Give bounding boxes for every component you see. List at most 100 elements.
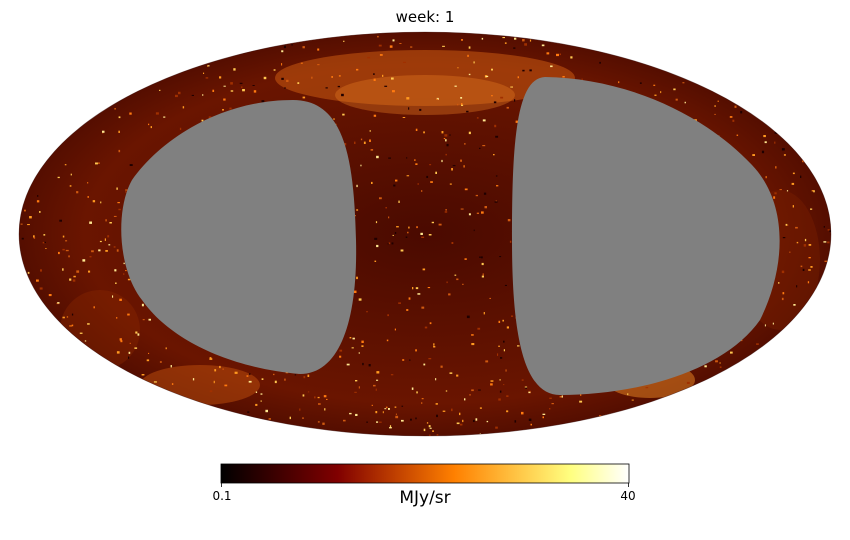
point-source (515, 120, 519, 123)
point-source (791, 182, 795, 185)
point-source (761, 150, 765, 154)
point-source (234, 371, 238, 374)
point-source (478, 389, 481, 391)
point-source (116, 317, 118, 319)
point-source (464, 188, 468, 191)
point-source (808, 244, 812, 246)
point-source (45, 248, 47, 249)
colorbar-min-label: 0.1 (212, 489, 231, 503)
point-source (800, 265, 803, 268)
point-source (40, 269, 42, 272)
point-source (388, 408, 390, 410)
point-source (785, 223, 788, 226)
point-source (239, 82, 243, 84)
point-source (44, 241, 46, 243)
point-source (506, 395, 509, 397)
point-source (59, 219, 62, 222)
point-source (27, 224, 30, 226)
point-source (242, 89, 245, 92)
point-source (148, 123, 150, 126)
point-source (475, 194, 478, 197)
point-source (389, 427, 392, 429)
point-source (581, 78, 583, 81)
point-source (389, 425, 392, 428)
point-source (494, 201, 498, 203)
point-source (729, 116, 733, 118)
point-source (62, 316, 65, 319)
point-source (752, 154, 755, 156)
point-source (299, 408, 301, 411)
point-source (247, 411, 250, 413)
point-source (792, 205, 794, 208)
point-source (485, 360, 489, 363)
point-source (495, 200, 497, 202)
point-source (118, 149, 121, 153)
point-source (530, 423, 532, 426)
point-source (395, 415, 399, 419)
point-source (444, 211, 448, 213)
point-source (528, 391, 531, 394)
point-source (503, 340, 505, 343)
point-source (87, 182, 89, 184)
point-source (417, 293, 421, 295)
point-source (451, 408, 453, 412)
point-source (740, 111, 743, 114)
point-source (415, 287, 419, 290)
glow-band (140, 365, 260, 405)
point-source (353, 290, 357, 293)
point-source (42, 241, 45, 244)
point-source (401, 405, 404, 407)
point-source (127, 313, 130, 316)
point-source (87, 196, 89, 198)
point-source (823, 226, 825, 228)
point-source (209, 358, 213, 360)
point-source (268, 418, 271, 420)
point-source (804, 238, 807, 242)
point-source (209, 390, 213, 393)
point-source (366, 311, 368, 313)
point-source (209, 357, 212, 359)
point-source (443, 138, 446, 140)
colorbar-unit-label: MJy/sr (399, 488, 450, 508)
point-source (485, 75, 489, 77)
point-source (506, 410, 509, 413)
point-source (142, 319, 145, 321)
point-source (119, 338, 122, 341)
point-source (419, 108, 422, 111)
point-source (375, 221, 378, 224)
point-source (285, 372, 289, 374)
point-source (468, 73, 471, 76)
point-source (517, 345, 520, 347)
point-source (116, 187, 118, 190)
point-source (223, 85, 226, 87)
point-source (274, 380, 277, 384)
point-source (456, 422, 460, 425)
point-source (21, 237, 24, 240)
point-source (495, 135, 499, 138)
point-source (782, 237, 786, 239)
point-source (461, 103, 463, 105)
point-source (159, 89, 161, 91)
point-source (428, 425, 431, 428)
point-source (808, 257, 811, 259)
point-source (302, 96, 306, 99)
point-source (435, 378, 437, 381)
point-source (457, 103, 459, 106)
point-source (483, 312, 485, 315)
point-source (374, 237, 378, 240)
point-source (498, 398, 501, 401)
point-source (481, 211, 484, 214)
point-source (429, 434, 431, 436)
point-source (346, 363, 350, 366)
point-source (541, 44, 545, 47)
colorbar-gradient (220, 463, 630, 484)
point-source (479, 407, 482, 409)
point-source (379, 197, 382, 200)
point-source (170, 365, 172, 368)
point-source (416, 391, 418, 394)
point-source (717, 100, 719, 102)
point-source (394, 406, 397, 408)
point-source (513, 47, 516, 49)
point-source (114, 269, 117, 272)
